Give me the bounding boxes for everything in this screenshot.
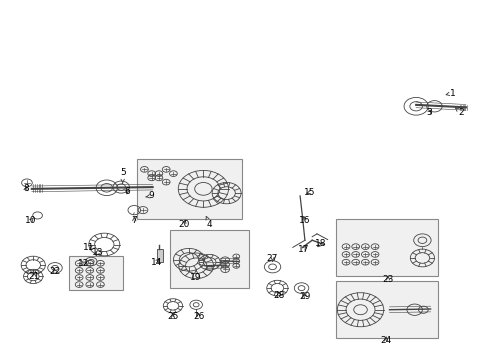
Text: 2: 2 (454, 108, 463, 117)
Text: 19: 19 (190, 270, 202, 282)
Text: 9: 9 (145, 192, 154, 201)
Text: 18: 18 (314, 239, 326, 248)
Text: 24: 24 (380, 336, 391, 345)
Text: 7: 7 (131, 216, 137, 225)
Text: 5: 5 (120, 168, 125, 183)
Text: 1: 1 (445, 89, 454, 98)
Text: 10: 10 (25, 216, 37, 225)
Text: 17: 17 (297, 244, 308, 253)
Bar (69, 256, 122, 290)
Text: 13: 13 (92, 248, 103, 257)
Text: 25: 25 (167, 312, 178, 321)
Text: 8: 8 (23, 184, 29, 193)
Bar (336, 219, 437, 276)
Bar (137, 159, 242, 219)
Text: 11: 11 (83, 243, 94, 252)
Text: 28: 28 (273, 291, 285, 300)
Bar (336, 281, 437, 338)
Text: 29: 29 (299, 292, 310, 301)
Text: 3: 3 (426, 108, 431, 117)
Bar (156, 249, 163, 262)
Text: 26: 26 (192, 312, 204, 321)
Bar (169, 230, 249, 288)
Text: 20: 20 (178, 220, 189, 229)
Text: 15: 15 (304, 188, 315, 197)
Text: 14: 14 (150, 258, 162, 267)
Text: 27: 27 (266, 254, 278, 263)
Text: 12: 12 (78, 259, 89, 268)
Text: 22: 22 (49, 267, 61, 276)
Text: 4: 4 (205, 216, 212, 229)
Text: 16: 16 (299, 216, 310, 225)
Text: 23: 23 (382, 275, 393, 284)
Text: 6: 6 (124, 187, 130, 196)
Text: 21: 21 (28, 272, 40, 281)
